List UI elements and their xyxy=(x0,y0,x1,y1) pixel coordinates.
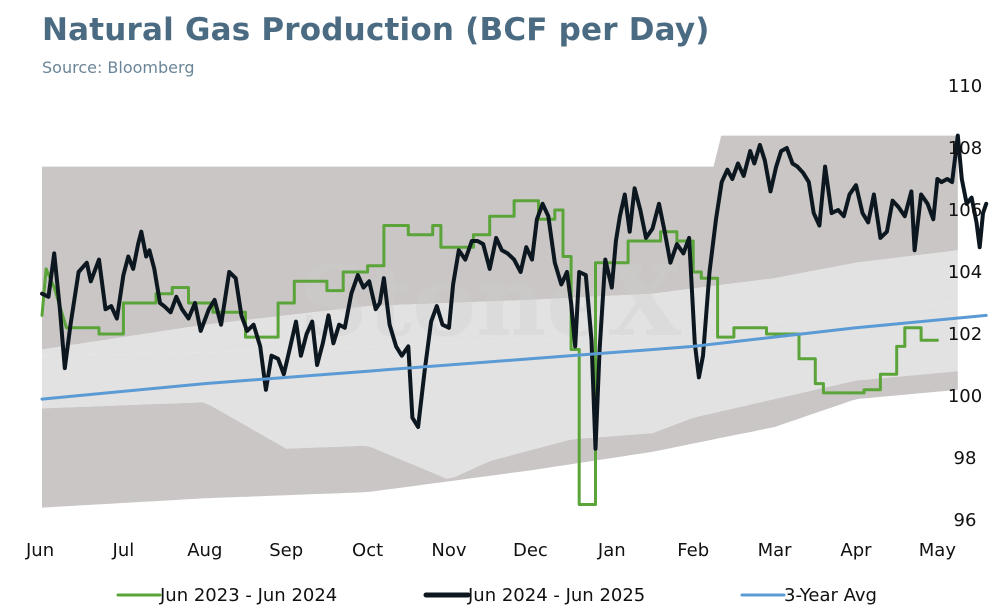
series-line-3 xyxy=(40,313,988,401)
series-line-2 xyxy=(40,133,989,451)
y-tick-label: 98 xyxy=(954,448,977,469)
legend-label: Jun 2024 - Jun 2025 xyxy=(467,585,645,606)
legend-label: 3-Year Avg xyxy=(784,585,877,606)
x-tick-label: Dec xyxy=(513,540,548,561)
y-tick-label: 106 xyxy=(948,200,982,221)
x-tick-label: Jul xyxy=(112,540,135,561)
series-lines xyxy=(40,133,989,506)
x-tick-label: Aug xyxy=(187,540,222,561)
y-tick-label: 104 xyxy=(948,262,982,283)
band-upper-inner xyxy=(42,250,958,356)
y-tick-label: 102 xyxy=(948,324,982,345)
page-title: Natural Gas Production (BCF per Day) xyxy=(42,12,710,48)
band-lower-inner xyxy=(42,303,958,479)
chart-subtitle: Source: Bloomberg xyxy=(42,58,195,77)
legend-label: Jun 2023 - Jun 2024 xyxy=(159,585,337,606)
y-axis-ticks: 96 98 100 102 104 106 108 110 xyxy=(948,76,982,531)
band-lower-outer xyxy=(42,371,958,508)
x-tick-label: Oct xyxy=(352,540,383,561)
x-tick-label: Mar xyxy=(758,540,793,561)
x-tick-label: Sep xyxy=(269,540,303,561)
y-tick-label: 96 xyxy=(954,510,977,531)
y-tick-label: 108 xyxy=(948,138,982,159)
y-tick-label: 110 xyxy=(948,76,982,97)
x-tick-label: Apr xyxy=(840,540,872,561)
y-tick-label: 100 xyxy=(948,386,982,407)
x-tick-label: Feb xyxy=(677,540,709,561)
legend: Jun 2023 - Jun 2024 Jun 2024 - Jun 2025 3-… xyxy=(116,585,877,606)
x-tick-label: Jun xyxy=(25,540,54,561)
x-axis-ticks: Jun Jul Aug Sep Oct Nov Dec Jan Feb Mar Apr May xyxy=(25,540,956,561)
x-tick-label: Jan xyxy=(597,540,626,561)
x-tick-label: Nov xyxy=(431,540,466,561)
x-tick-label: May xyxy=(919,540,957,561)
